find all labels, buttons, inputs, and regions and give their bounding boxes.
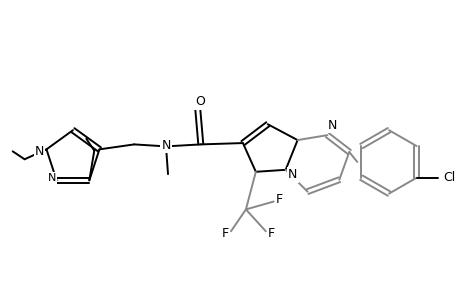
Text: O: O: [195, 95, 204, 108]
Text: Cl: Cl: [442, 171, 454, 184]
Text: F: F: [221, 227, 228, 240]
Text: N: N: [287, 168, 297, 181]
Text: F: F: [275, 193, 283, 206]
Text: N: N: [327, 119, 336, 132]
Text: N: N: [35, 145, 44, 158]
Text: N: N: [47, 173, 56, 183]
Text: N: N: [161, 139, 170, 152]
Text: F: F: [268, 227, 274, 240]
